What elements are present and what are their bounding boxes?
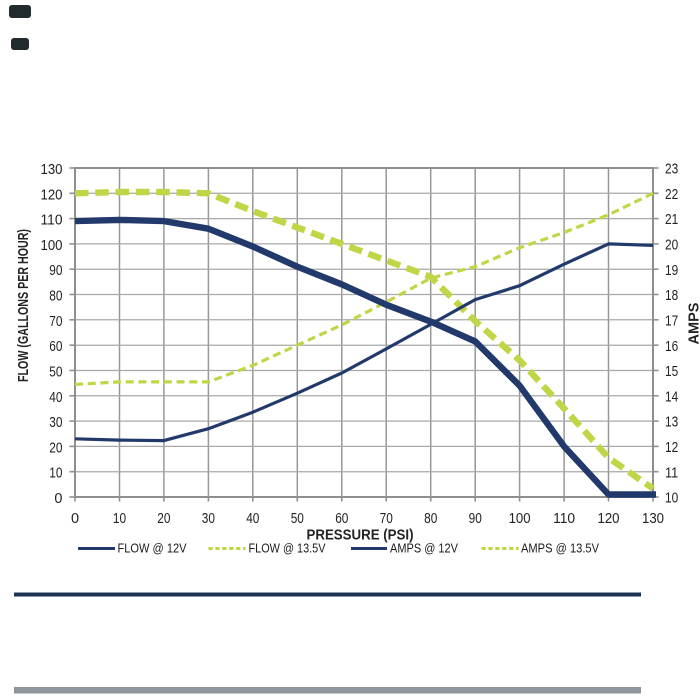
svg-text:130: 130: [41, 162, 63, 178]
svg-text:70: 70: [49, 314, 62, 330]
svg-text:40: 40: [246, 511, 259, 527]
svg-text:50: 50: [49, 365, 62, 381]
svg-text:0: 0: [71, 511, 79, 527]
svg-text:20: 20: [665, 238, 678, 254]
svg-text:FLOW @ 13.5V: FLOW @ 13.5V: [249, 542, 327, 556]
svg-text:11: 11: [665, 465, 678, 481]
svg-text:120: 120: [598, 511, 620, 527]
svg-text:20: 20: [49, 440, 62, 456]
svg-text:100: 100: [41, 238, 63, 254]
svg-text:80: 80: [424, 511, 437, 527]
svg-text:10: 10: [665, 491, 678, 507]
svg-text:50: 50: [291, 511, 304, 527]
svg-text:10: 10: [113, 511, 126, 527]
svg-text:30: 30: [49, 415, 62, 431]
svg-text:21: 21: [665, 212, 678, 228]
svg-text:FLOW @ 12V: FLOW @ 12V: [118, 542, 188, 556]
svg-text:60: 60: [335, 511, 348, 527]
svg-text:PRESSURE (PSI): PRESSURE (PSI): [307, 528, 414, 544]
svg-text:19: 19: [665, 263, 678, 279]
svg-text:18: 18: [665, 288, 678, 304]
svg-text:16: 16: [665, 339, 678, 355]
svg-text:100: 100: [509, 511, 531, 527]
svg-text:AMPS @ 13.5V: AMPS @ 13.5V: [521, 542, 600, 556]
svg-text:AMPS @ 12V: AMPS @ 12V: [390, 542, 459, 556]
svg-text:110: 110: [41, 213, 63, 229]
svg-text:22: 22: [665, 187, 678, 203]
svg-text:30: 30: [202, 511, 215, 527]
svg-text:20: 20: [157, 511, 170, 527]
svg-text:10: 10: [49, 466, 62, 482]
svg-text:AMPS: AMPS: [687, 302, 700, 344]
svg-text:120: 120: [41, 187, 63, 203]
svg-text:14: 14: [665, 389, 678, 405]
svg-text:15: 15: [665, 364, 678, 380]
svg-text:12: 12: [665, 440, 678, 456]
svg-text:17: 17: [665, 313, 678, 329]
svg-text:FLOW (GALLONS PER HOUR): FLOW (GALLONS PER HOUR): [16, 229, 32, 382]
svg-text:40: 40: [49, 390, 62, 406]
svg-text:60: 60: [49, 339, 62, 355]
svg-text:90: 90: [49, 263, 62, 279]
svg-text:130: 130: [642, 511, 664, 527]
svg-text:110: 110: [553, 511, 575, 527]
svg-text:0: 0: [54, 491, 62, 507]
svg-text:90: 90: [469, 511, 482, 527]
svg-text:13: 13: [665, 415, 678, 431]
svg-text:80: 80: [49, 289, 62, 305]
svg-text:70: 70: [380, 511, 393, 527]
svg-text:23: 23: [665, 162, 678, 178]
